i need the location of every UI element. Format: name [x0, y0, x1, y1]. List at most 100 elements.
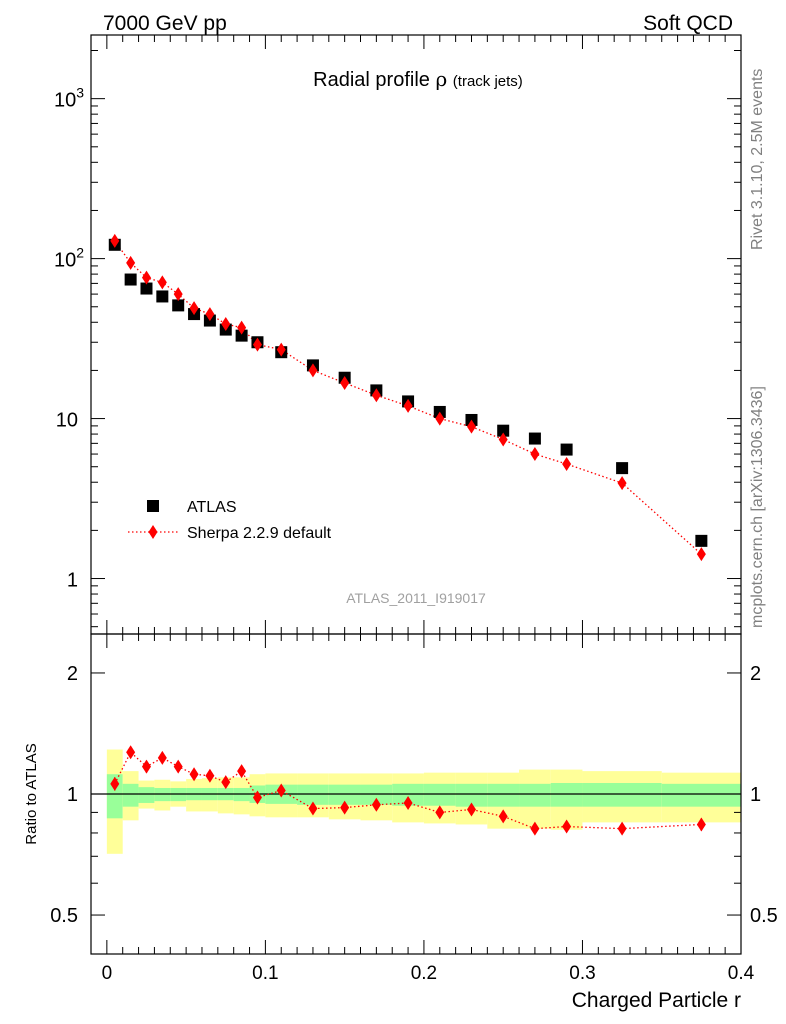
ratio-sherpa-point — [252, 790, 262, 805]
sherpa-point — [696, 547, 706, 562]
ratio-sherpa-curve — [114, 751, 702, 830]
main-y-tick-exponent: 3 — [76, 85, 84, 101]
x-tick-label: 0.4 — [728, 963, 755, 984]
ratio-sherpa-point — [696, 817, 706, 832]
sherpa-point — [530, 447, 540, 462]
ratio-sherpa-points — [110, 745, 706, 836]
ratio-sherpa-point — [498, 809, 508, 824]
ratio-sherpa-point — [141, 759, 151, 774]
legend-atlas-label: ATLAS — [187, 499, 237, 516]
atlas-point — [560, 443, 573, 456]
main-y-tick-label: 102 — [54, 245, 84, 272]
main-y-tick-base: 10 — [54, 250, 76, 272]
ratio-y-axis-title: Ratio to ATLAS — [23, 743, 40, 844]
legend: ATLAS Sherpa 2.2.9 default — [128, 499, 332, 542]
band-inner-segment — [328, 784, 361, 805]
rivet-version-label: Rivet 3.1.10, 2.5M events — [749, 69, 766, 250]
band-inner-segment — [487, 783, 520, 807]
sherpa-point — [340, 375, 350, 390]
sherpa-point — [466, 419, 476, 434]
atlas-point — [156, 290, 169, 303]
ratio-sherpa-point — [126, 745, 136, 760]
analysis-id-label: ATLAS_2011_I919017 — [346, 590, 486, 606]
main-y-tick-exponent: 2 — [76, 245, 84, 261]
ratio-sherpa-point — [371, 797, 381, 812]
sherpa-point — [157, 275, 167, 290]
legend-sherpa-marker — [148, 525, 158, 539]
plot-title-symbol: ρ — [435, 67, 447, 91]
band-inner-segment — [138, 787, 155, 803]
ratio-x-axis: 0 0.1 0.2 0.3 0.4 — [102, 634, 755, 984]
ratio-y-tick-label-right: 2 — [750, 663, 761, 685]
sherpa-point — [237, 320, 247, 335]
main-panel-frame — [90, 34, 742, 635]
atlas-point — [616, 462, 629, 475]
sherpa-point — [617, 476, 627, 491]
atlas-point — [497, 424, 510, 437]
sherpa-line — [114, 240, 702, 555]
main-y-tick-base: 1 — [67, 570, 78, 592]
band-inner-segment — [106, 774, 123, 819]
band-inner-segment — [122, 783, 139, 807]
ratio-sherpa-point — [157, 750, 167, 765]
band-inner-segment — [392, 783, 424, 806]
x-tick-label: 0.3 — [569, 963, 595, 984]
ratio-sherpa-point — [340, 800, 350, 815]
ratio-sherpa-point — [435, 805, 445, 820]
ratio-y-tick-label-right: 0.5 — [750, 905, 778, 927]
ratio-y-tick-label-right: 1 — [750, 784, 761, 806]
atlas-point — [172, 299, 185, 312]
sherpa-point — [252, 337, 262, 352]
ratio-sherpa-point — [617, 821, 627, 836]
atlas-point — [528, 432, 541, 445]
header-category-label: Soft QCD — [643, 12, 733, 35]
atlas-point — [124, 273, 137, 286]
sherpa-point — [173, 287, 183, 302]
sherpa-point — [141, 270, 151, 285]
plot-title-suffix: (track jets) — [453, 73, 523, 90]
x-tick-label: 0.1 — [252, 963, 278, 984]
ratio-sherpa-point — [110, 776, 120, 791]
mcplots-reference-label: mcplots.cern.ch [arXiv:1306.3436] — [749, 386, 766, 628]
band-inner-segment — [360, 784, 393, 805]
ratio-panel: 0.5 0.51 12 2 0 0.1 0.2 0.3 0.4 Ratio to ATLAS … — [23, 633, 778, 1012]
sherpa-points — [110, 233, 706, 562]
main-y-tick-label: 1 — [67, 570, 78, 592]
x-tick-label: 0.2 — [411, 963, 437, 984]
main-y-tick-base: 10 — [54, 90, 76, 112]
sherpa-point — [189, 301, 199, 316]
sherpa-point — [435, 411, 445, 426]
sherpa-point — [126, 255, 136, 270]
sherpa-curve — [114, 240, 702, 555]
atlas-point — [140, 282, 153, 295]
ratio-sherpa-point — [308, 801, 318, 816]
ratio-y-tick-label: 1 — [67, 784, 78, 806]
atlas-point — [235, 329, 248, 342]
ratio-y-tick-label: 0.5 — [50, 905, 78, 927]
sherpa-point — [371, 388, 381, 403]
main-y-tick-base: 10 — [56, 410, 78, 432]
main-y-tick-label: 103 — [54, 85, 84, 112]
atlas-point — [695, 534, 708, 547]
ratio-sherpa-point — [530, 821, 540, 836]
plot-title-main: Radial profile — [313, 69, 430, 91]
main-y-tick-label: 10 — [56, 410, 78, 432]
band-inner-segment — [661, 783, 741, 807]
ratio-y-tick-label: 2 — [67, 663, 78, 685]
ratio-sherpa-point — [403, 795, 413, 810]
ratio-sherpa-point — [466, 802, 476, 817]
sherpa-point — [276, 342, 286, 357]
legend-sherpa-label: Sherpa 2.2.9 default — [187, 525, 332, 542]
sherpa-point — [403, 398, 413, 413]
band-inner-segment — [550, 783, 583, 807]
ratio-sherpa-line — [114, 751, 702, 830]
ratio-sherpa-point — [562, 819, 572, 834]
x-tick-label: 0 — [102, 963, 113, 984]
band-inner-segment — [455, 783, 488, 807]
band-inner-segment — [423, 783, 456, 806]
ratio-sherpa-point — [221, 775, 231, 790]
sherpa-point — [562, 456, 572, 471]
